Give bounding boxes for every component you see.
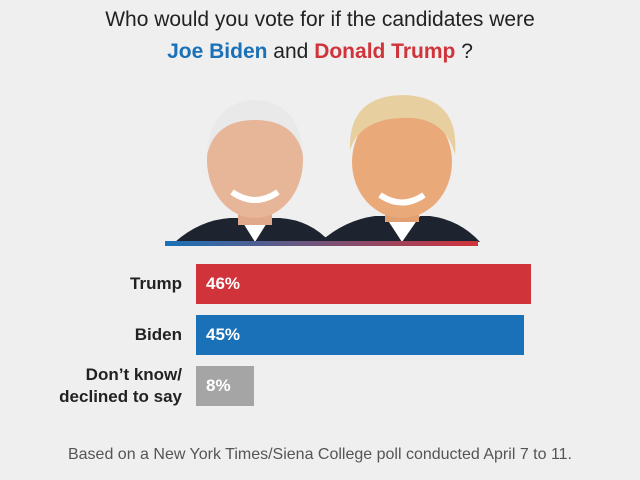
category-label: Don’t know/ declined to say <box>59 365 182 406</box>
title-joiner: and <box>273 40 309 63</box>
category-label: Trump <box>130 274 182 293</box>
value-label: 8% <box>206 376 231 395</box>
second-name: Donald Trump <box>314 40 456 63</box>
value-label: 45% <box>206 325 241 344</box>
title-question: Who would you vote for if the candidates… <box>105 8 535 31</box>
first-name: Joe Biden <box>167 40 268 63</box>
value-label: 46% <box>206 274 241 293</box>
bar <box>196 264 531 304</box>
portraits <box>165 95 480 246</box>
title-end: ? <box>461 40 473 63</box>
divider <box>165 241 478 246</box>
category-label: Biden <box>134 325 182 344</box>
portrait-trump <box>320 95 480 242</box>
title-names: Joe Biden and Donald Trump ? <box>0 40 640 64</box>
bar <box>196 366 255 406</box>
note: Based on a New York Times/Siena College … <box>67 446 572 463</box>
portrait-biden <box>175 100 330 242</box>
bar <box>196 315 524 355</box>
